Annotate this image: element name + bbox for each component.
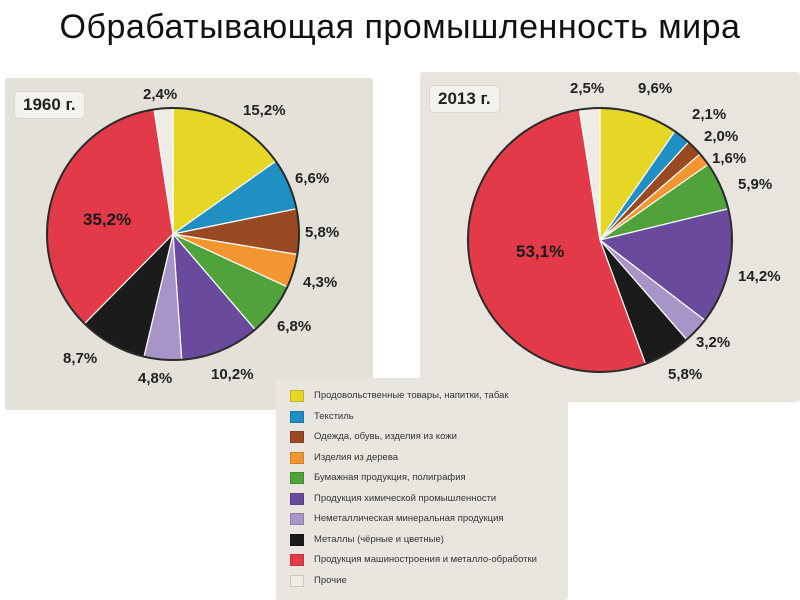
data-label-textile: 6,6% <box>295 170 330 187</box>
pie-chart-2013 <box>467 107 733 373</box>
data-label-mineral: 3,2% <box>696 334 731 351</box>
legend-label: Неметаллическая минеральная продукция <box>314 513 504 524</box>
data-label-clothing: 5,8% <box>305 224 340 241</box>
pie-chart-2013-panel: 2013 г. 9,6% 2,1% 2,0% 1,6% 5,9% 14,2% 3,2% 5,8… <box>420 72 800 402</box>
legend-swatch <box>290 390 304 402</box>
data-label-chemical: 10,2% <box>211 366 254 383</box>
pie-outline <box>467 107 733 373</box>
data-label-other: 2,5% <box>570 80 605 97</box>
data-label-wood: 1,6% <box>712 150 747 167</box>
data-label-metals: 8,7% <box>63 350 98 367</box>
legend-label: Продовольственные товары, напитки, табак <box>314 390 509 401</box>
legend-label: Изделия из дерева <box>314 451 399 463</box>
data-label-metals: 5,8% <box>668 366 703 383</box>
data-label-food: 15,2% <box>243 102 286 119</box>
legend-item-food: Продовольственные товары, напитки, табак <box>290 390 554 402</box>
legend-item-mineral: Неметаллическая минеральная продукция <box>290 513 554 525</box>
legend-label: Бумажная продукция, полиграфия <box>314 472 466 483</box>
legend: Продовольственные товары, напитки, табак… <box>276 378 568 600</box>
legend-label: Прочие <box>314 574 347 586</box>
legend-item-machinery: Продукция машиностроения и металло-обраб… <box>290 554 554 566</box>
data-label-machinery: 53,1% <box>516 242 565 261</box>
data-label-paper: 5,9% <box>738 176 773 193</box>
legend-label: Одежда, обувь, изделия из кожи <box>314 431 457 442</box>
data-label-food: 9,6% <box>638 80 673 97</box>
legend-label: Продукция химической промышленности <box>314 492 497 504</box>
legend-label: Продукция машиностроения и металло-обраб… <box>314 554 537 565</box>
legend-swatch <box>290 533 304 546</box>
data-label-paper: 6,8% <box>277 318 312 335</box>
legend-swatch <box>290 431 304 443</box>
page-title: Обрабатывающая промышленность мира <box>59 8 741 46</box>
chart-title-1960: 1960 г. <box>15 92 84 118</box>
legend-item-wood: Изделия из дерева <box>290 451 554 464</box>
legend-swatch <box>290 451 304 464</box>
pie-chart-1960 <box>46 107 300 361</box>
data-label-chemical: 14,2% <box>738 268 781 285</box>
legend-swatch <box>290 472 304 484</box>
data-label-clothing: 2,0% <box>704 128 739 145</box>
legend-label: Металлы (чёрные и цветные) <box>314 533 444 545</box>
data-label-machinery: 35,2% <box>83 210 132 229</box>
legend-swatch <box>290 574 304 587</box>
legend-item-textile: Текстиль <box>290 410 554 423</box>
chart-title-2013: 2013 г. <box>430 86 499 112</box>
legend-item-metals: Металлы (чёрные и цветные) <box>290 533 554 546</box>
pie-outline <box>46 107 300 361</box>
data-label-wood: 4,3% <box>303 274 338 291</box>
data-label-textile: 2,1% <box>692 106 727 123</box>
legend-item-other: Прочие <box>290 574 554 587</box>
legend-item-chemical: Продукция химической промышленности <box>290 492 554 505</box>
legend-item-paper: Бумажная продукция, полиграфия <box>290 472 554 484</box>
pie-chart-1960-panel: 1960 г. 15,2% 6,6% 5,8% 4,3% 6,8% 10,2% 4,8% 8,… <box>5 78 373 410</box>
legend-swatch <box>290 513 304 525</box>
legend-swatch <box>290 492 304 505</box>
data-label-other: 2,4% <box>143 86 178 103</box>
legend-swatch <box>290 410 304 423</box>
data-label-mineral: 4,8% <box>138 370 173 387</box>
legend-swatch <box>290 554 304 566</box>
legend-label: Текстиль <box>314 410 354 422</box>
legend-item-clothing: Одежда, обувь, изделия из кожи <box>290 431 554 443</box>
